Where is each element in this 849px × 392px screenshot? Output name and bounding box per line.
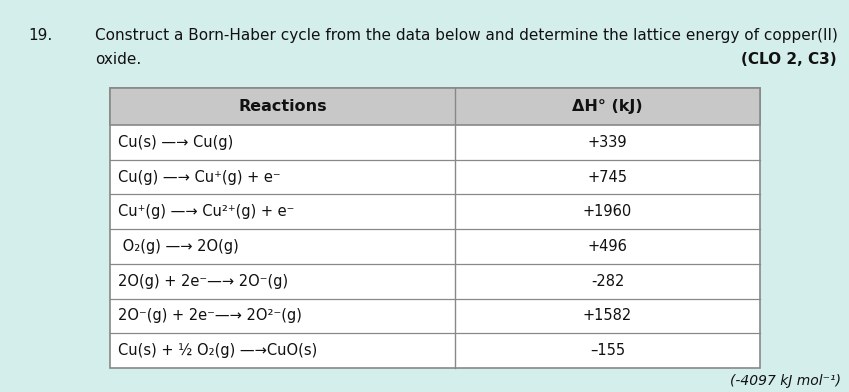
Text: 2O⁻(g) + 2e⁻—→ 2O²⁻(g): 2O⁻(g) + 2e⁻—→ 2O²⁻(g) <box>118 309 302 323</box>
Text: (CLO 2, C3): (CLO 2, C3) <box>741 52 837 67</box>
Text: +1960: +1960 <box>583 204 633 219</box>
Text: Reactions: Reactions <box>239 99 327 114</box>
Text: -282: -282 <box>591 274 624 289</box>
Text: Cu(s) —→ Cu(g): Cu(s) —→ Cu(g) <box>118 135 233 150</box>
Text: O₂(g) —→ 2O(g): O₂(g) —→ 2O(g) <box>118 239 239 254</box>
Text: Construct a Born-Haber cycle from the data below and determine the lattice energ: Construct a Born-Haber cycle from the da… <box>95 28 838 43</box>
Text: +745: +745 <box>588 170 627 185</box>
Text: Cu(g) —→ Cu⁺(g) + e⁻: Cu(g) —→ Cu⁺(g) + e⁻ <box>118 170 281 185</box>
Text: +496: +496 <box>588 239 627 254</box>
Text: 2O(g) + 2e⁻—→ 2O⁻(g): 2O(g) + 2e⁻—→ 2O⁻(g) <box>118 274 288 289</box>
Text: Cu⁺(g) —→ Cu²⁺(g) + e⁻: Cu⁺(g) —→ Cu²⁺(g) + e⁻ <box>118 204 295 219</box>
Text: Cu(s) + ½ O₂(g) —→CuO(s): Cu(s) + ½ O₂(g) —→CuO(s) <box>118 343 318 358</box>
Text: (-4097 kJ mol⁻¹): (-4097 kJ mol⁻¹) <box>730 374 841 388</box>
Text: ΔH° (kJ): ΔH° (kJ) <box>572 99 643 114</box>
Bar <box>110 88 760 125</box>
Bar <box>110 88 760 368</box>
Text: oxide.: oxide. <box>95 52 141 67</box>
Text: +1582: +1582 <box>583 309 633 323</box>
Text: +339: +339 <box>588 135 627 150</box>
Text: 19.: 19. <box>28 28 53 43</box>
Text: –155: –155 <box>590 343 625 358</box>
